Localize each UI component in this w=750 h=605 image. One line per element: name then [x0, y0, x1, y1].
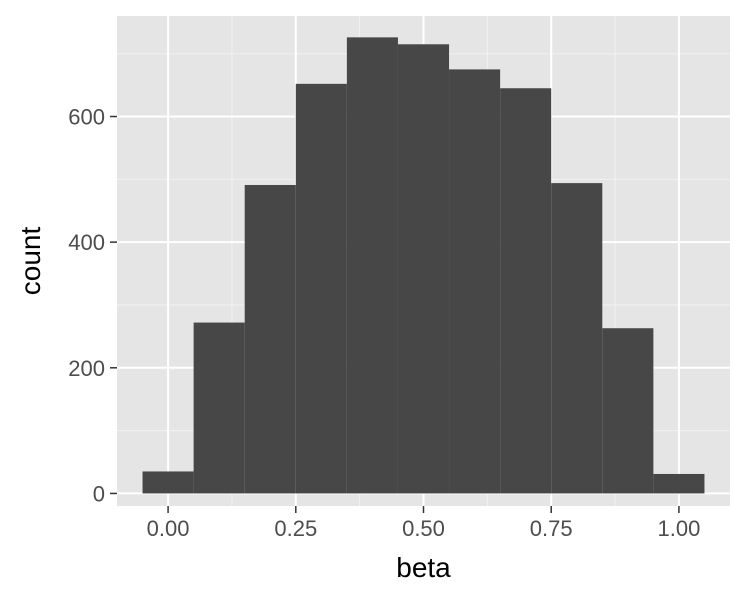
histogram-bar [551, 183, 603, 494]
histogram-bar [500, 88, 552, 494]
x-tick-label: 0.00 [147, 516, 190, 541]
histogram-bar [142, 471, 194, 494]
y-tick-label: 400 [68, 230, 105, 255]
x-tick-label: 0.75 [530, 516, 573, 541]
y-tick-label: 200 [68, 356, 105, 381]
axis-ticks [110, 115, 680, 513]
y-tick-label: 0 [93, 481, 105, 506]
histogram-bar [346, 37, 398, 494]
x-tick-label: 0.25 [274, 516, 317, 541]
y-tick-label: 600 [68, 105, 105, 130]
x-tick-label: 0.50 [402, 516, 445, 541]
histogram-bar [397, 44, 450, 494]
histogram-bar [244, 184, 296, 494]
histogram-bar [295, 83, 347, 494]
y-axis-title: count [15, 227, 46, 296]
x-axis-title: beta [396, 552, 451, 583]
x-tick-label: 1.00 [658, 516, 701, 541]
histogram-bar [653, 473, 705, 494]
histogram-bar [193, 322, 245, 494]
histogram-bar [602, 328, 654, 494]
histogram-bars [142, 37, 705, 494]
histogram-bar [449, 69, 501, 494]
tick-labels: 0.00 0.25 0.50 0.75 1.00 0 200 400 600 [68, 105, 700, 541]
